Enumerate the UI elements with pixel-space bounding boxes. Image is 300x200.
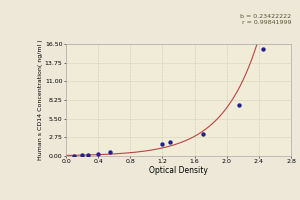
Y-axis label: Human s CD14 Concentration( ng/ml ): Human s CD14 Concentration( ng/ml ) bbox=[38, 40, 43, 160]
X-axis label: Optical Density: Optical Density bbox=[149, 166, 208, 175]
Point bbox=[72, 154, 76, 157]
Point bbox=[80, 154, 85, 157]
Point bbox=[160, 142, 165, 145]
Point bbox=[96, 152, 100, 155]
Point bbox=[260, 47, 265, 50]
Point bbox=[108, 151, 112, 154]
Point bbox=[200, 133, 205, 136]
Text: b = 0.23422222
r = 0.99841999: b = 0.23422222 r = 0.99841999 bbox=[240, 14, 291, 25]
Point bbox=[168, 140, 173, 143]
Point bbox=[236, 103, 241, 107]
Point bbox=[85, 154, 90, 157]
